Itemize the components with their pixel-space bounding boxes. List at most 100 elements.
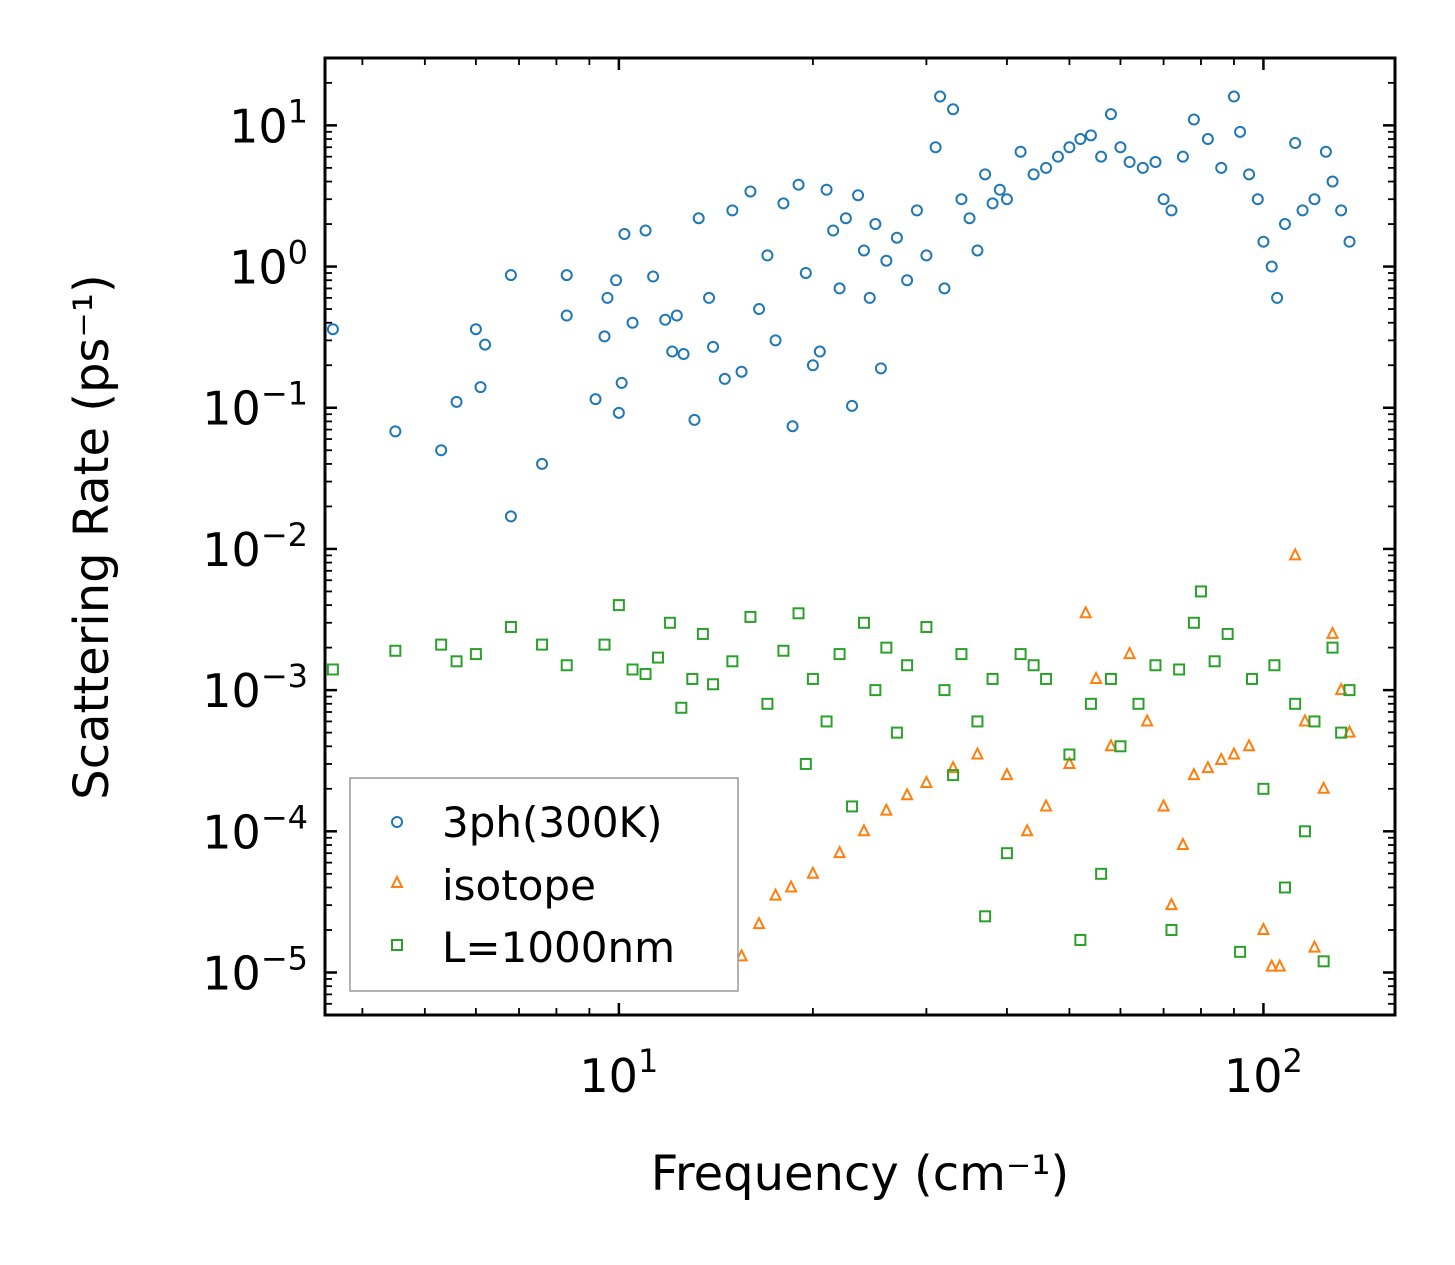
data-point (777, 644, 790, 657)
data-point (659, 313, 672, 326)
data-point (639, 224, 652, 237)
data-point (1020, 823, 1034, 837)
data-point (910, 204, 923, 217)
data-point (1140, 713, 1154, 727)
data-point (1176, 150, 1189, 163)
data-point (1317, 955, 1330, 968)
data-points (326, 90, 1357, 972)
data-point (1307, 939, 1322, 953)
data-point (1149, 659, 1162, 672)
data-point (536, 638, 549, 651)
data-point (857, 823, 871, 837)
data-point (857, 244, 870, 257)
data-point (806, 865, 820, 879)
data-point (450, 395, 463, 408)
data-point (963, 212, 976, 225)
data-point (1278, 218, 1291, 231)
data-point (753, 303, 766, 316)
data-point (1335, 204, 1348, 217)
data-point (1063, 748, 1076, 761)
data-point (1326, 175, 1339, 188)
data-point (955, 193, 968, 206)
data-point (1089, 670, 1103, 684)
x-axis-title: Frequency (cm⁻¹) (651, 1146, 1069, 1202)
data-point (768, 887, 783, 901)
data-point (647, 270, 660, 283)
data-point (1114, 141, 1127, 154)
series-1 (679, 547, 1357, 972)
data-point (707, 340, 720, 353)
data-point (1014, 145, 1027, 158)
data-point (670, 309, 683, 322)
data-point (784, 879, 798, 893)
data-point (536, 457, 549, 470)
data-point (993, 183, 1006, 196)
data-point (1257, 235, 1270, 248)
data-point (1289, 137, 1302, 150)
y-tick-label: 10−4 (202, 798, 308, 859)
data-point (666, 345, 679, 358)
data-point (1214, 751, 1228, 765)
data-point (761, 697, 774, 710)
data-point (1074, 933, 1087, 946)
legend-marker (391, 816, 403, 828)
data-point (1251, 193, 1264, 206)
data-point (920, 620, 933, 633)
data-point (786, 420, 799, 433)
data-point (846, 399, 859, 412)
data-point (1104, 672, 1117, 685)
data-point (1156, 798, 1171, 812)
data-point (880, 641, 893, 654)
data-point (1234, 125, 1247, 138)
data-point (947, 769, 960, 782)
data-point (744, 610, 757, 623)
data-point (1040, 161, 1053, 174)
data-point (1343, 684, 1356, 697)
data-point (688, 413, 701, 426)
data-point (799, 757, 812, 770)
data-point (920, 249, 933, 262)
legend-markers (390, 816, 404, 951)
data-point (971, 244, 984, 257)
y-tick-label: 101 (229, 92, 308, 153)
data-point (1256, 921, 1271, 935)
data-point (1215, 161, 1228, 174)
data-point (612, 599, 625, 612)
data-point (1208, 655, 1221, 668)
data-point (1246, 672, 1259, 685)
data-point (769, 334, 782, 347)
data-point (696, 627, 709, 640)
data-point (1039, 798, 1053, 812)
data-point (326, 323, 339, 336)
data-point (1084, 129, 1097, 142)
data-point (827, 224, 840, 237)
data-point (806, 359, 819, 372)
data-point (639, 668, 652, 681)
data-point (863, 291, 876, 304)
data-point (986, 672, 999, 685)
tick-labels: 101 102 101 100 10−1 10−2 10−3 10−4 10−5 (202, 92, 1303, 1103)
data-point (703, 291, 716, 304)
data-point (839, 212, 852, 225)
data-point (615, 376, 628, 389)
data-point (1164, 896, 1179, 911)
data-point (1319, 145, 1332, 158)
legend-box (349, 777, 739, 992)
data-point (744, 185, 757, 198)
data-point (955, 648, 968, 661)
data-point (663, 616, 676, 629)
data-point (820, 183, 833, 196)
data-point (618, 228, 631, 241)
data-point (1194, 585, 1207, 598)
data-point (389, 644, 402, 657)
data-point (726, 204, 739, 217)
data-point (1104, 108, 1117, 121)
data-point (1326, 641, 1339, 654)
data-point (1149, 156, 1162, 169)
data-point (1074, 133, 1087, 146)
data-point (1265, 260, 1278, 273)
data-point (504, 510, 517, 523)
data-point (692, 212, 705, 225)
data-point (869, 684, 882, 697)
plot-frame (323, 56, 1397, 1017)
